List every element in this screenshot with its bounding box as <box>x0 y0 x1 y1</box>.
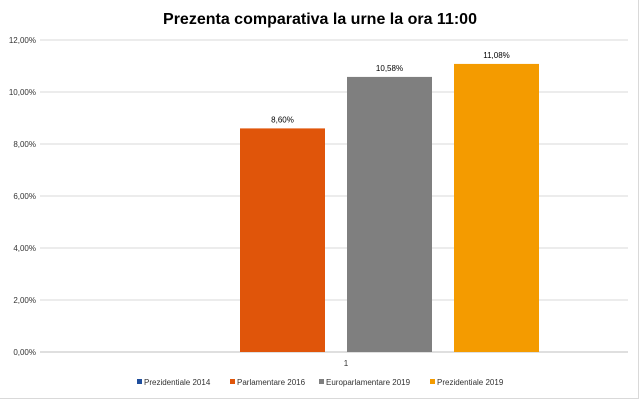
y-tick-label: 0,00% <box>13 348 36 357</box>
y-tick-label: 8,00% <box>13 140 36 149</box>
legend-label: Prezidentiale 2019 <box>437 378 504 387</box>
x-tick-label: 1 <box>344 359 349 368</box>
bar <box>240 128 325 352</box>
y-tick-label: 4,00% <box>13 244 36 253</box>
bar <box>454 63 539 353</box>
data-label: 8,60% <box>271 115 294 124</box>
legend-swatch <box>137 379 142 384</box>
data-label: 11,08% <box>483 51 510 60</box>
chart-title: Prezenta comparativa la urne la ora 11:0… <box>163 11 477 28</box>
legend-label: Parlamentare 2016 <box>237 378 306 387</box>
bar <box>347 76 432 353</box>
data-label: 10,58% <box>376 64 403 73</box>
y-tick-label: 10,00% <box>9 88 36 97</box>
legend-label: Prezidentiale 2014 <box>144 378 211 387</box>
legend-label: Europarlamentare 2019 <box>326 378 411 387</box>
legend-swatch <box>230 379 235 384</box>
y-tick-label: 2,00% <box>13 296 36 305</box>
legend-swatch <box>319 379 324 384</box>
y-tick-label: 6,00% <box>13 192 36 201</box>
y-tick-label: 12,00% <box>9 36 36 45</box>
legend-swatch <box>430 379 435 384</box>
